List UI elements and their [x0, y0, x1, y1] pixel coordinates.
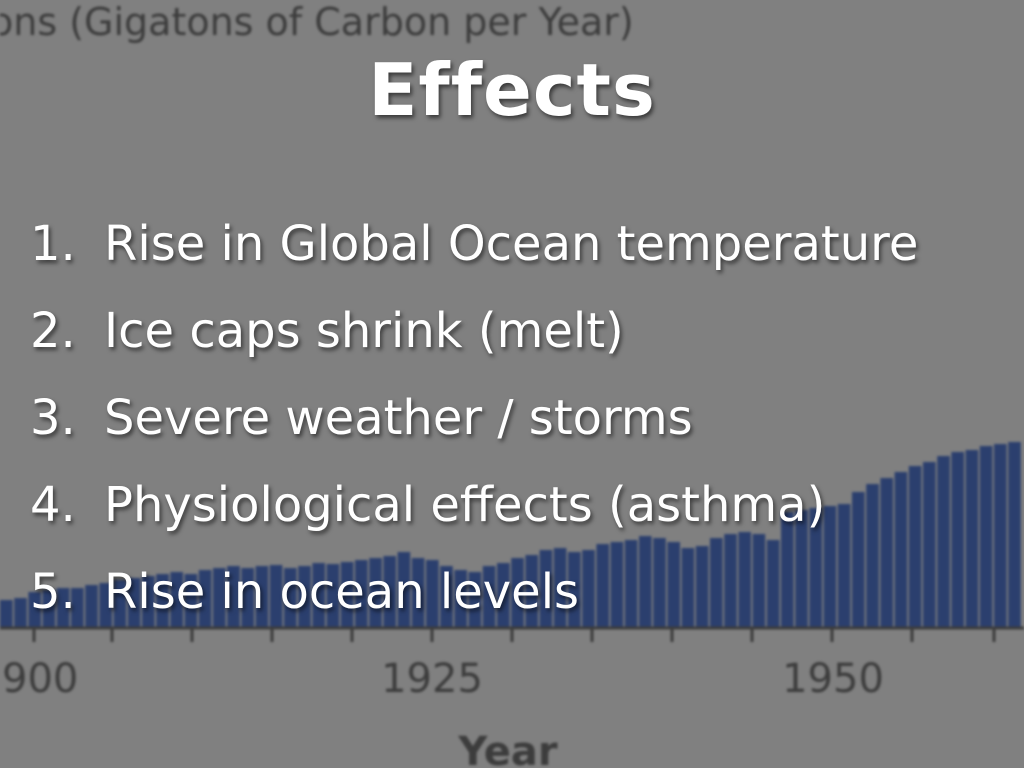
chart-bar: [795, 510, 808, 627]
chart-bar: [170, 572, 183, 627]
x-tick-label-1950: 1950: [782, 656, 884, 702]
chart-bar: [568, 552, 581, 627]
chart-bar: [908, 466, 922, 627]
chart-bar: [198, 570, 212, 627]
chart-bar: [227, 566, 240, 627]
chart-bar: [397, 552, 411, 627]
chart-bars: [0, 442, 1021, 627]
list-item: 4. Physiological effects (asthma): [30, 461, 1010, 548]
chart-x-ticks: [32, 628, 996, 642]
list-item-text: Ice caps shrink (melt): [104, 302, 624, 359]
effects-list: 1. Rise in Global Ocean temperature 2. I…: [30, 200, 1010, 635]
list-item: 2. Ice caps shrink (melt): [30, 287, 1010, 374]
chart-bar: [454, 570, 467, 627]
chart-bar: [596, 544, 609, 627]
list-item-text: Rise in Global Ocean temperature: [104, 215, 919, 272]
chart-bar: [255, 566, 269, 627]
x-tick-label-1925: 1925: [381, 656, 483, 702]
chart-ylabel: ons (Gigatons of Carbon per Year): [0, 0, 634, 44]
chart-bar: [511, 558, 524, 627]
chart-bar: [284, 568, 297, 627]
chart-bar: [923, 462, 936, 627]
chart-bar: [142, 576, 155, 627]
chart-bar: [298, 566, 311, 627]
chart-bar: [42, 590, 56, 627]
chart-bar: [312, 563, 325, 627]
list-item-number: 5.: [30, 563, 76, 620]
chart-bar: [113, 580, 127, 627]
list-item-number: 1.: [30, 215, 76, 272]
chart-bar: [965, 450, 979, 627]
chart-bar: [241, 568, 254, 627]
list-item: 3. Severe weather / storms: [30, 374, 1010, 461]
slide-title: Effects: [368, 48, 656, 132]
chart-bar: [184, 574, 198, 627]
chart-bar: [440, 566, 453, 627]
chart-bar: [28, 592, 41, 627]
chart-bar: [99, 583, 112, 627]
chart-bar: [340, 562, 354, 627]
chart-bar: [369, 558, 382, 627]
chart-bar: [525, 555, 538, 627]
chart-bar: [766, 540, 780, 627]
list-item-text: Rise in ocean levels: [104, 563, 580, 620]
chart-bar: [326, 564, 340, 627]
chart-bar: [781, 512, 794, 627]
chart-bar: [553, 548, 567, 627]
chart-bar: [695, 546, 709, 627]
chart-bar: [426, 560, 439, 627]
list-item-number: 3.: [30, 389, 76, 446]
chart-bar: [610, 542, 624, 627]
list-item-number: 4.: [30, 476, 76, 533]
chart-bar: [539, 550, 553, 627]
list-item-number: 2.: [30, 302, 76, 359]
chart-bar: [667, 542, 680, 627]
chart-bar: [0, 600, 13, 627]
chart-bar: [752, 534, 766, 627]
list-item: 5. Rise in ocean levels: [30, 548, 1010, 635]
list-item-text: Severe weather / storms: [104, 389, 693, 446]
chart-bar: [880, 478, 893, 627]
chart-bar: [823, 506, 837, 627]
chart-bar: [837, 504, 851, 627]
list-item: 1. Rise in Global Ocean temperature: [30, 200, 1010, 287]
chart-bar: [681, 548, 695, 627]
list-item-text: Physiological effects (asthma): [104, 476, 826, 533]
chart-bar: [979, 446, 993, 627]
chart-bar: [852, 492, 865, 627]
chart-bar: [738, 532, 751, 627]
chart-bar: [482, 566, 496, 627]
chart-bar: [127, 578, 141, 627]
chart-bar: [411, 558, 425, 627]
chart-bar: [56, 588, 70, 627]
chart-bar: [582, 550, 595, 627]
chart-bar: [497, 563, 510, 627]
chart-bar: [937, 456, 950, 627]
chart-bar: [639, 536, 652, 627]
chart-bar: [994, 444, 1007, 627]
chart-bar: [951, 452, 964, 627]
chart-bar: [383, 556, 396, 627]
chart-bar: [213, 568, 226, 627]
chart-bar: [809, 508, 822, 627]
chart-bar: [85, 585, 98, 627]
chart-bar: [355, 560, 368, 627]
chart-bar: [624, 540, 638, 627]
chart-bar: [71, 588, 84, 627]
chart-bar: [269, 565, 283, 627]
chart-bar: [866, 484, 879, 627]
chart-bar: [710, 538, 723, 627]
chart-bar: [14, 598, 27, 627]
x-tick-label-1900: 900: [2, 656, 78, 702]
chart-bar: [1008, 442, 1021, 627]
chart-bar: [156, 574, 169, 627]
chart-bar: [894, 472, 908, 627]
chart-bar: [468, 572, 482, 627]
chart-bar: [653, 538, 666, 627]
chart-xlabel: Year: [457, 729, 557, 768]
chart-bar: [724, 534, 737, 627]
